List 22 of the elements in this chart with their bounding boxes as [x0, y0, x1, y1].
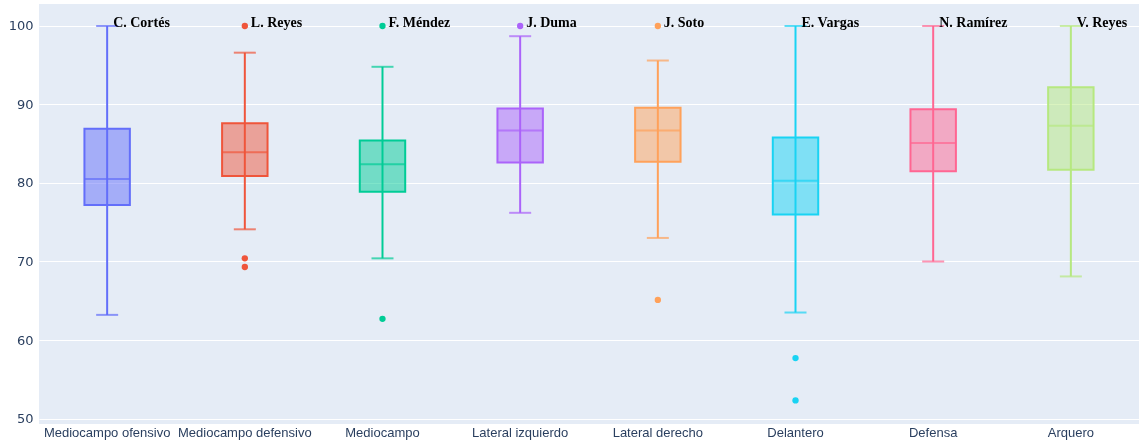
x-tick-label: Mediocampo: [345, 424, 420, 440]
x-tick-label: Arquero: [1047, 424, 1094, 440]
annotation: J. Duma: [526, 14, 577, 30]
annotation: L. Reyes: [250, 14, 303, 30]
annotation: C. Cortés: [113, 14, 171, 30]
y-tick-label: 100: [8, 18, 34, 34]
x-tick-label: Lateral izquierdo: [472, 424, 569, 440]
x-tick-label: Mediocampo defensivo: [177, 424, 312, 440]
x-tick-label: Lateral derecho: [612, 424, 704, 440]
y-tick-label: 60: [16, 332, 34, 348]
annotation: E. Vargas: [801, 14, 860, 30]
y-tick-label: 70: [16, 254, 34, 269]
x-tick-label: Delantero: [767, 424, 824, 440]
annotation: N. Ramírez: [939, 14, 1008, 30]
x-tick-label: Defensa: [908, 424, 959, 440]
y-tick-label: 50: [16, 411, 34, 426]
y-tick-label: 80: [16, 175, 34, 191]
annotation: J. Soto: [663, 14, 705, 30]
x-tick-label: Mediocampo ofensivo: [43, 424, 171, 440]
y-tick-label: 90: [16, 96, 34, 112]
annotation: F. Méndez: [388, 14, 451, 30]
annotation: V. Reyes: [1076, 14, 1128, 30]
